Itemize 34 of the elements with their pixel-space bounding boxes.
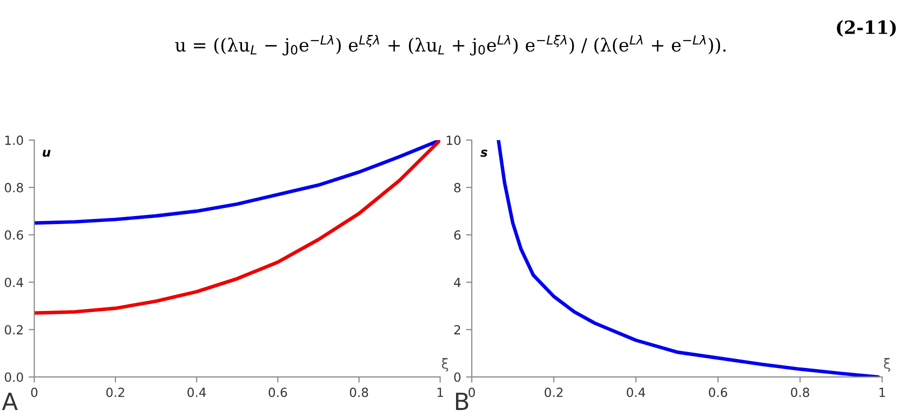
x-tick-label: 0.2	[544, 388, 563, 398]
x-tick-label: 0.4	[188, 388, 206, 398]
x-tick-label: 0.6	[268, 388, 287, 398]
line-series	[34, 140, 440, 315]
line-series	[496, 140, 880, 377]
x-axis-title: ξ	[884, 358, 890, 372]
x-axis-title: ξ	[442, 358, 448, 372]
x-tick-label: 0	[31, 388, 38, 398]
x-tick-label: 0.8	[790, 388, 810, 398]
y-tick-label: 0.8	[4, 182, 24, 192]
text: u = ((λu$_{L}$ − j$_{0}$e$^{−Lλ}$) e$^{Lξλ}$ + (λu$_{L}$ + j$_{0}$e$^{Lλ}$) e$^{−Lξλ}$) / (λ(e$^{Lλ}$ + e$^{−Lλ}$)).	[175, 34, 726, 56]
y-tick-label: 10	[446, 136, 460, 146]
x-tick-label: 1	[438, 388, 443, 397]
y-tick-label: 0	[454, 372, 460, 382]
text: A	[2, 392, 18, 410]
y-axis-title: u	[42, 150, 51, 157]
text: B	[456, 392, 468, 410]
y-tick-label: 6	[454, 230, 461, 240]
y-tick-label: 0.0	[4, 372, 24, 382]
x-tick-label: 0.6	[708, 388, 728, 398]
text: (2-11)	[836, 20, 896, 37]
y-tick-label: 8	[454, 182, 460, 192]
y-tick-label: 2	[454, 325, 460, 334]
x-tick-label: 0.4	[626, 388, 646, 398]
y-tick-label: 0.4	[4, 278, 24, 288]
y-tick-label: 0.2	[4, 325, 23, 335]
x-tick-label: 0	[468, 388, 475, 398]
x-tick-label: 1	[880, 388, 885, 397]
y-tick-label: 0.6	[4, 230, 24, 240]
y-tick-label: 1.0	[5, 136, 24, 146]
y-axis-title: s	[480, 150, 488, 157]
x-tick-label: 0.8	[350, 388, 368, 398]
x-tick-label: 0.2	[106, 388, 124, 398]
y-tick-label: 4	[454, 278, 461, 287]
